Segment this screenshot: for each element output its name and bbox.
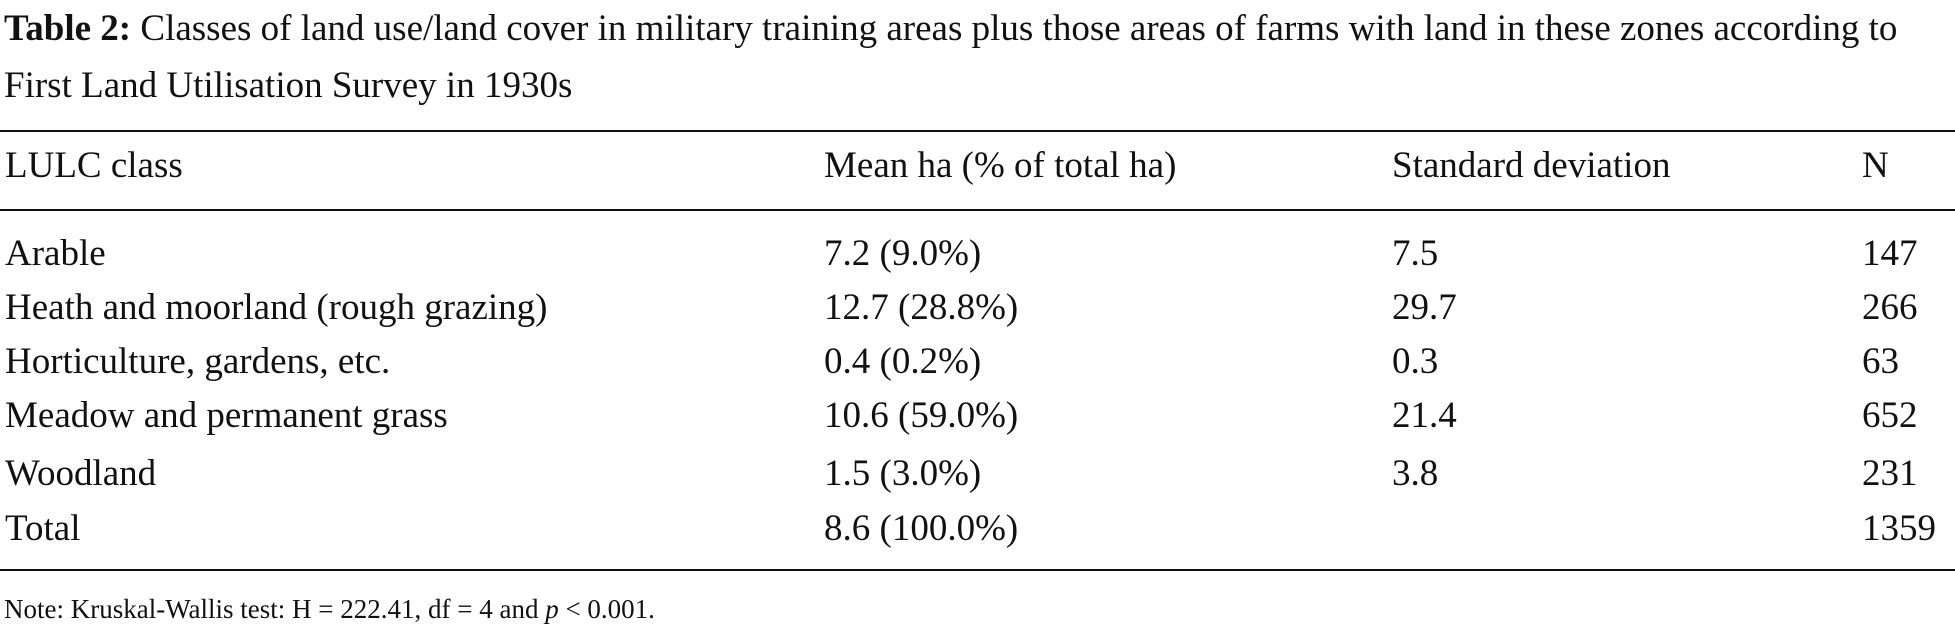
table-cell: 0.3 — [1392, 341, 1439, 382]
note-symbol: p — [545, 594, 559, 624]
table-note: Note: Kruskal-Wallis test: H = 222.41, d… — [4, 592, 655, 626]
table-cell: Heath and moorland (rough grazing) — [5, 287, 548, 328]
table-cell: 7.5 — [1392, 233, 1439, 274]
header-cell: Standard deviation — [1392, 145, 1671, 186]
caption-label: Table 2: — [4, 8, 132, 49]
caption-text: Classes of land use/land cover in milita… — [4, 8, 1898, 106]
table-cell: 1359 — [1862, 508, 1936, 549]
table-cell: 266 — [1862, 287, 1918, 328]
table-cell: 10.6 (59.0%) — [824, 395, 1019, 436]
header-rule — [0, 209, 1955, 211]
table-cell: 29.7 — [1392, 287, 1457, 328]
note-text: Note: Kruskal-Wallis test: H = 222.41, d… — [4, 594, 546, 624]
table-cell: 21.4 — [1392, 395, 1457, 436]
header-cell: Mean ha (% of total ha) — [824, 145, 1177, 186]
table-cell: Woodland — [5, 453, 157, 494]
table-cell: 7.2 (9.0%) — [824, 233, 982, 274]
bottom-rule — [0, 569, 1955, 571]
table-cell: 63 — [1862, 341, 1899, 382]
note-text: < 0.001. — [558, 594, 655, 624]
table-cell: 0.4 (0.2%) — [824, 341, 982, 382]
top-rule — [0, 130, 1955, 132]
table-cell: 12.7 (28.8%) — [824, 287, 1019, 328]
table-cell: 231 — [1862, 453, 1918, 494]
table-cell: Arable — [5, 233, 106, 274]
table-caption: Table 2: Classes of land use/land cover … — [4, 0, 1949, 114]
table-cell: Horticulture, gardens, etc. — [5, 341, 391, 382]
table-cell: 147 — [1862, 233, 1918, 274]
table-cell: 652 — [1862, 395, 1918, 436]
table-cell: 1.5 (3.0%) — [824, 453, 982, 494]
table-cell: Meadow and permanent grass — [5, 395, 448, 436]
table-cell: 3.8 — [1392, 453, 1439, 494]
table-cell: Total — [5, 508, 81, 549]
header-cell: LULC class — [5, 145, 183, 186]
table-cell: 8.6 (100.0%) — [824, 508, 1019, 549]
header-cell: N — [1862, 145, 1889, 186]
